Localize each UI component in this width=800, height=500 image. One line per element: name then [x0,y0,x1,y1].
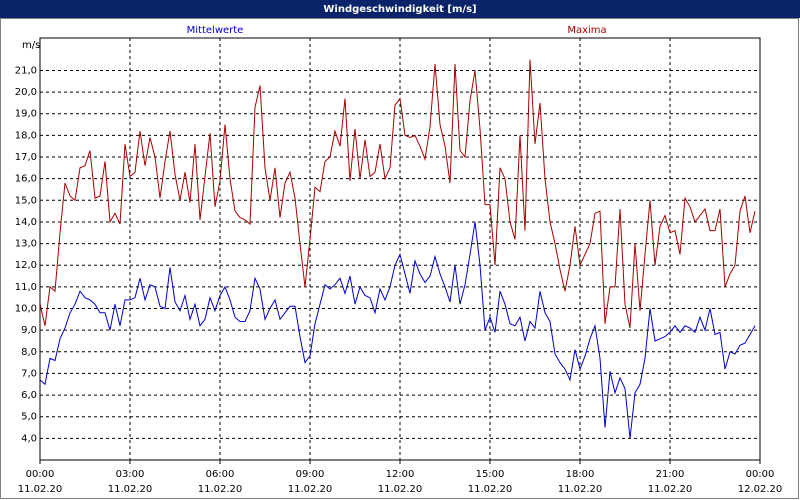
x-tick-label: 03:00 [116,469,145,480]
chart-title: Windgeschwindigkeit [m/s] [323,4,476,15]
x-tick-date: 11.02.20 [18,484,63,495]
x-tick-label: 12:00 [386,469,415,480]
y-tick-label: 17,0 [15,152,37,163]
y-tick-label: 6,0 [21,390,37,401]
y-tick-label: 16,0 [15,174,37,185]
data-line [39,221,756,439]
x-tick-label: 15:00 [476,469,505,480]
x-tick-label: 06:00 [206,469,235,480]
x-tick-date: 11.02.20 [558,484,603,495]
y-tick-label: 4,0 [21,433,37,444]
y-tick-label: 12,0 [15,260,37,271]
y-tick-label: 9,0 [21,325,37,336]
x-tick-date: 11.02.20 [288,484,333,495]
y-tick-label: 10,0 [15,304,37,315]
x-tick-label: 00:00 [26,469,55,480]
y-tick-label: 18,0 [15,130,37,141]
title-bar [0,0,800,18]
y-axis-label: m/s [22,40,40,51]
x-tick-label: 09:00 [296,469,325,480]
y-tick-label: 8,0 [21,347,37,358]
y-tick-label: 11,0 [15,282,37,293]
x-tick-label: 21:00 [656,469,685,480]
y-tick-label: 5,0 [21,412,37,423]
x-tick-date: 11.02.20 [648,484,693,495]
x-tick-date: 11.02.20 [468,484,513,495]
y-tick-label: 15,0 [15,195,37,206]
x-tick-label: 00:00 [746,469,775,480]
legend-entry: Maxima [567,25,606,36]
y-tick-label: 14,0 [15,217,37,228]
x-tick-date: 11.02.20 [108,484,153,495]
y-tick-label: 13,0 [15,239,37,250]
x-tick-date: 11.02.20 [198,484,243,495]
plot-area: 4,0 5,0 6,0 7,0 8,0 9,0 10,0 11,0 12,0 13,0 14,0 15… [15,25,783,495]
x-tick-label: 18:00 [566,469,595,480]
y-tick-label: 21,0 [15,65,37,76]
y-tick-label: 20,0 [15,87,37,98]
x-tick-date: 12.02.20 [738,484,783,495]
x-tick-date: 11.02.20 [378,484,423,495]
data-line [39,59,756,329]
plot-frame [39,37,761,461]
y-tick-label: 7,0 [21,368,37,379]
window-border [0,18,799,499]
legend-entry: Mittelwerte [187,25,244,36]
y-tick-label: 19,0 [15,109,37,120]
